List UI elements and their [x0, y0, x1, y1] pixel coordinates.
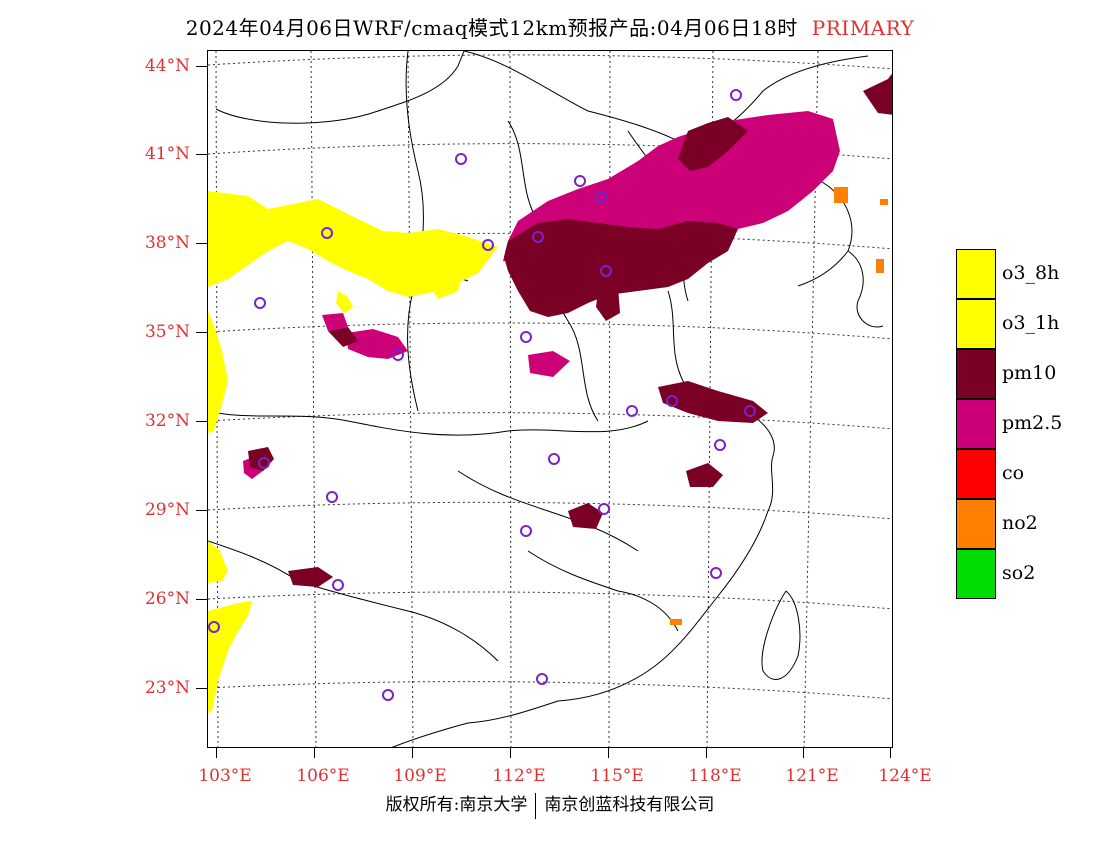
lat-label-29: 29°N [144, 500, 190, 520]
legend-label-pm25: pm2.5 [1002, 412, 1063, 434]
lon-label-124: 124°E [878, 766, 932, 786]
lat-tick [196, 599, 207, 600]
lon-tick [706, 748, 707, 758]
lat-label-38: 38°N [144, 233, 190, 253]
lat-tick [196, 243, 207, 244]
legend-swatch-o3-1h [956, 299, 996, 349]
lon-label-103: 103°E [198, 766, 252, 786]
lat-label-32: 32°N [144, 411, 190, 431]
copyright-right: 南京创蓝科技有限公司 [544, 795, 715, 815]
legend-swatch-o3-8h [956, 249, 996, 299]
lat-label-26: 26°N [144, 589, 190, 609]
lat-tick [196, 688, 207, 689]
map-title: 2024年04月06日WRF/cmaq模式12km预报产品:04月06日18时 P… [0, 12, 1100, 41]
map-canvas [208, 51, 892, 747]
lat-label-41: 41°N [144, 144, 190, 164]
legend-swatch-pm25 [956, 399, 996, 449]
lat-label-44: 44°N [144, 56, 190, 76]
lat-label-23: 23°N [144, 678, 190, 698]
map-panel[interactable] [207, 50, 893, 748]
lon-label-118: 118°E [688, 766, 742, 786]
legend-label-o3-1h: o3_1h [1002, 312, 1060, 334]
legend-swatch-no2 [956, 499, 996, 549]
lon-tick [608, 748, 609, 758]
title-text: 2024年04月06日WRF/cmaq模式12km预报产品:04月06日18时 [185, 16, 798, 40]
legend-label-co: co [1002, 462, 1025, 484]
lat-tick [196, 510, 207, 511]
lon-label-121: 121°E [785, 766, 839, 786]
legend-label-pm10: pm10 [1002, 362, 1057, 384]
pm10-regions [248, 73, 892, 587]
lat-tick [196, 421, 207, 422]
lon-label-106: 106°E [296, 766, 350, 786]
station-markers [208, 89, 756, 701]
title-primary-tag: PRIMARY [811, 16, 915, 40]
lon-tick [412, 748, 413, 758]
copyright-footer: 版权所有:南京大学 南京创蓝科技有限公司 [0, 790, 1100, 819]
no2-regions [670, 187, 888, 625]
legend-label-o3-8h: o3_8h [1002, 262, 1060, 284]
lat-tick [196, 66, 207, 67]
legend-swatch-pm10 [956, 349, 996, 399]
lon-label-109: 109°E [393, 766, 447, 786]
copyright-left: 版权所有:南京大学 [385, 795, 528, 815]
lon-tick [803, 748, 804, 758]
legend-swatch-so2 [956, 549, 996, 599]
lon-label-112: 112°E [492, 766, 546, 786]
lon-tick [314, 748, 315, 758]
lon-tick [890, 748, 891, 758]
legend-label-no2: no2 [1002, 512, 1038, 534]
graticule [208, 51, 892, 747]
lat-tick [196, 332, 207, 333]
legend-label-so2: so2 [1002, 562, 1036, 584]
lon-tick [510, 748, 511, 758]
legend-swatch-co [956, 449, 996, 499]
lon-tick [216, 748, 217, 758]
lat-tick [196, 154, 207, 155]
footer-divider [535, 792, 537, 819]
lon-label-115: 115°E [590, 766, 644, 786]
lat-label-35: 35°N [144, 322, 190, 342]
